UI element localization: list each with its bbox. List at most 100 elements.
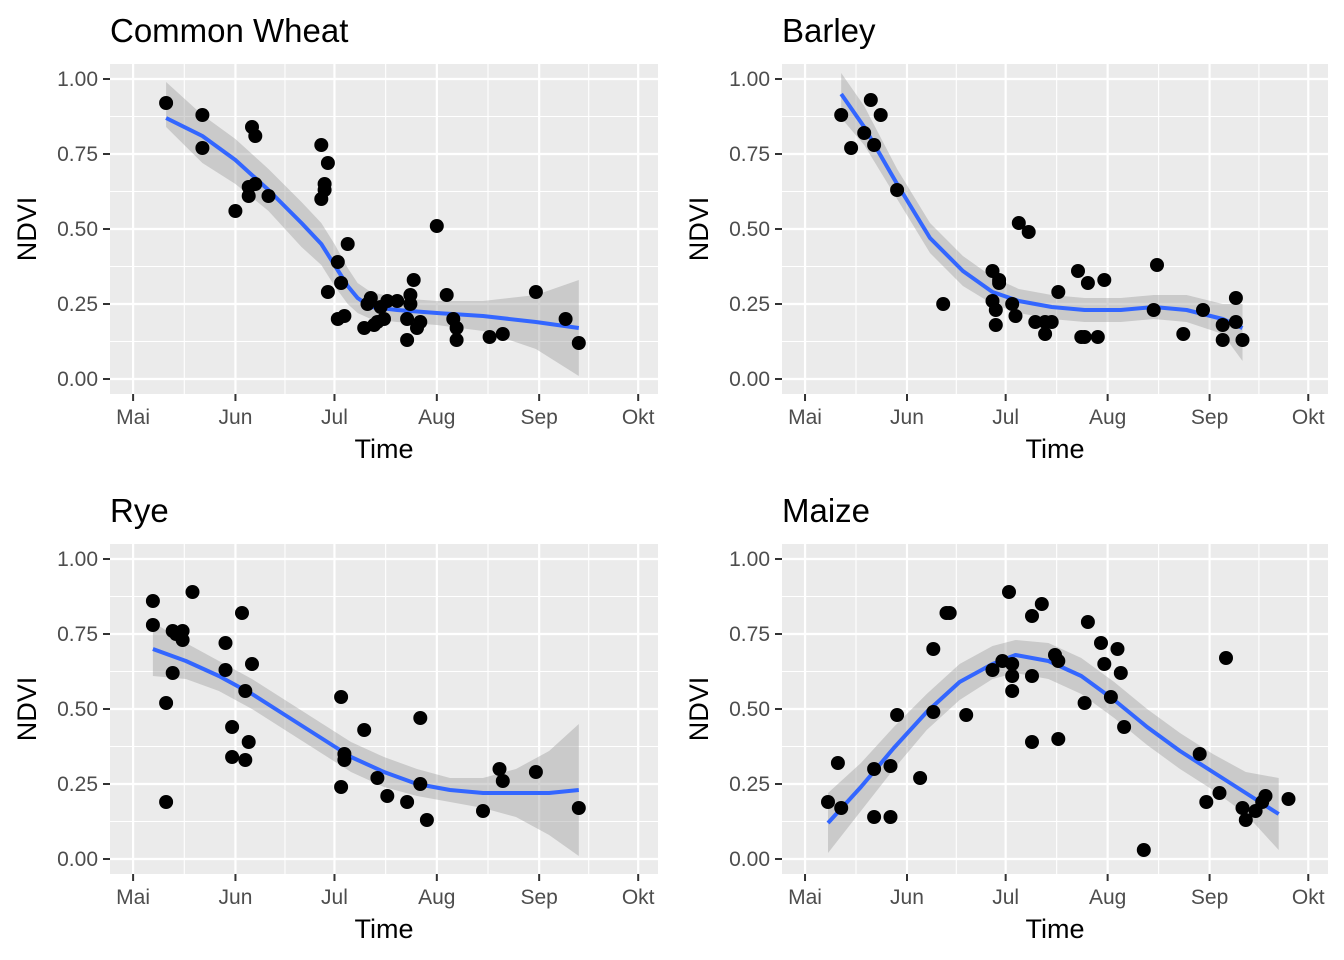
data-point bbox=[883, 810, 898, 824]
data-point bbox=[413, 711, 428, 725]
data-point bbox=[1051, 285, 1066, 299]
data-point bbox=[248, 129, 263, 143]
data-point bbox=[867, 762, 882, 776]
x-axis-title: Time bbox=[355, 914, 414, 944]
x-axis-title: Time bbox=[1026, 434, 1085, 464]
chart-panel-3: 0.00 0.25 0.50 0.75 1.00 Mai Jun Jul Aug Sep Okt Ry… bbox=[12, 492, 658, 944]
x-tick-label: Sep bbox=[520, 406, 557, 429]
data-point bbox=[380, 294, 395, 308]
y-tick-label: 0.25 bbox=[57, 773, 98, 796]
data-point bbox=[377, 312, 391, 326]
data-point bbox=[1071, 264, 1085, 278]
data-point bbox=[1051, 732, 1066, 746]
data-point bbox=[1028, 315, 1043, 329]
data-point bbox=[400, 795, 415, 809]
data-point bbox=[225, 720, 240, 734]
data-point bbox=[1002, 585, 1016, 599]
data-point bbox=[1196, 303, 1210, 317]
data-point bbox=[1051, 654, 1066, 668]
chart-panel-2: 0.00 0.25 0.50 0.75 1.00 Mai Jun Jul Aug Sep Okt Ba… bbox=[684, 12, 1328, 464]
data-point bbox=[334, 780, 349, 794]
data-point bbox=[988, 303, 1003, 317]
data-point bbox=[1199, 795, 1214, 809]
y-axis-title: NDVI bbox=[684, 677, 714, 742]
data-point bbox=[334, 276, 349, 290]
data-point bbox=[1215, 318, 1230, 332]
data-point bbox=[159, 795, 174, 809]
data-point bbox=[873, 108, 888, 122]
y-axis-title: NDVI bbox=[684, 197, 714, 262]
y-tick-label: 0.00 bbox=[57, 368, 98, 391]
data-point bbox=[1192, 747, 1207, 761]
y-tick-label: 1.00 bbox=[57, 68, 98, 91]
x-tick-label: Jul bbox=[992, 406, 1019, 429]
data-point bbox=[1077, 330, 1092, 344]
data-point bbox=[1150, 258, 1164, 272]
data-point bbox=[1146, 303, 1161, 317]
data-point bbox=[942, 606, 957, 620]
data-point bbox=[1094, 636, 1108, 650]
data-point bbox=[1113, 666, 1128, 680]
data-point bbox=[1238, 813, 1253, 827]
x-tick-label: Mai bbox=[788, 886, 822, 909]
data-point bbox=[476, 804, 490, 818]
data-point bbox=[528, 285, 543, 299]
y-tick-label: 1.00 bbox=[729, 548, 770, 571]
data-point bbox=[145, 594, 160, 608]
data-point bbox=[390, 294, 405, 308]
y-tick-label: 0.00 bbox=[729, 368, 770, 391]
data-point bbox=[867, 810, 882, 824]
data-point bbox=[495, 774, 510, 788]
data-point bbox=[1038, 327, 1053, 341]
data-point bbox=[1005, 297, 1020, 311]
x-tick-label: Mai bbox=[116, 406, 150, 429]
data-point bbox=[245, 657, 259, 671]
data-point bbox=[1080, 615, 1095, 629]
x-tick-label: Sep bbox=[1191, 406, 1228, 429]
y-tick-label: 0.50 bbox=[729, 698, 770, 721]
confidence-band bbox=[166, 82, 579, 376]
data-point bbox=[320, 285, 335, 299]
x-tick-label: Aug bbox=[418, 886, 455, 909]
y-axis-title: NDVI bbox=[12, 197, 42, 262]
data-point bbox=[1077, 696, 1092, 710]
data-point bbox=[495, 327, 510, 341]
x-tick-label: Sep bbox=[520, 886, 557, 909]
x-tick-label: Okt bbox=[622, 886, 655, 909]
data-point bbox=[165, 666, 180, 680]
data-point bbox=[330, 255, 345, 269]
data-point bbox=[238, 753, 253, 767]
x-axis-title: Time bbox=[355, 434, 414, 464]
smooth-line bbox=[152, 647, 580, 795]
confidence-band bbox=[152, 622, 579, 856]
data-point bbox=[218, 636, 233, 650]
data-point bbox=[159, 96, 174, 110]
data-point bbox=[821, 795, 835, 809]
data-point bbox=[1090, 330, 1105, 344]
x-tick-label: Jul bbox=[992, 886, 1019, 909]
smooth-line bbox=[165, 116, 580, 330]
data-point bbox=[195, 141, 210, 155]
data-point bbox=[238, 684, 253, 698]
data-point bbox=[195, 108, 210, 122]
data-point bbox=[1215, 333, 1230, 347]
data-point bbox=[1281, 792, 1296, 806]
y-tick-label: 0.75 bbox=[57, 143, 98, 166]
y-tick-label: 0.75 bbox=[729, 623, 770, 646]
data-point bbox=[890, 183, 905, 197]
data-point bbox=[883, 759, 898, 773]
x-tick-label: Aug bbox=[418, 406, 455, 429]
data-point bbox=[1097, 657, 1112, 671]
data-point bbox=[159, 696, 174, 710]
data-point bbox=[314, 138, 329, 152]
data-point bbox=[235, 606, 249, 620]
data-point bbox=[863, 93, 878, 107]
y-tick-label: 0.50 bbox=[57, 218, 98, 241]
data-point bbox=[340, 237, 355, 251]
data-point bbox=[1034, 597, 1049, 611]
data-point bbox=[1103, 690, 1118, 704]
data-point bbox=[413, 777, 428, 791]
data-point bbox=[1008, 309, 1023, 323]
data-point bbox=[261, 189, 276, 203]
